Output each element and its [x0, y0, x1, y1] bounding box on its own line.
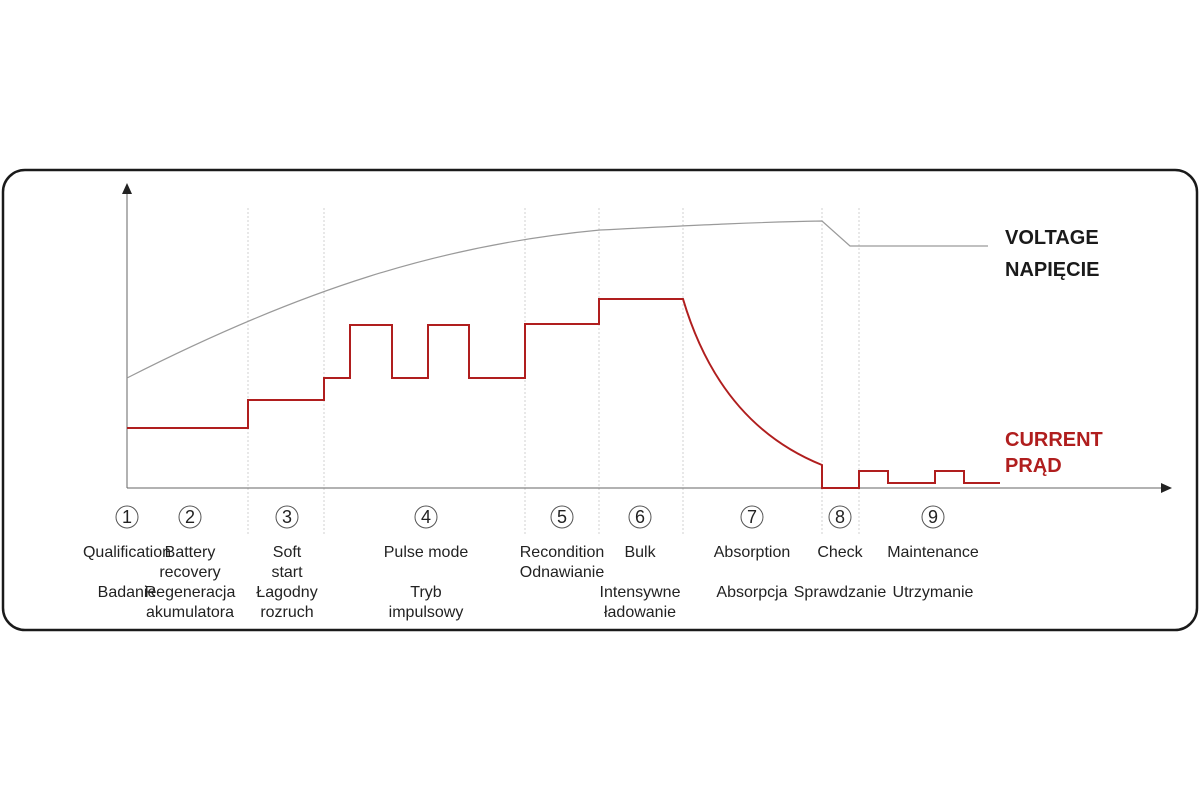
stage-number-circle: [115, 505, 139, 529]
stage-number-circle: [921, 505, 945, 529]
voltage-line: [126, 220, 988, 379]
diagram-frame: [1, 168, 1199, 632]
stage-label-en: Check: [817, 544, 863, 561]
x-axis-arrow: [1161, 483, 1172, 493]
stage-5: 5 Recondition Odnawianie: [520, 505, 605, 581]
stage-number-circle: [414, 505, 438, 529]
stage-number-circle: [740, 505, 764, 529]
stage-labels: 1 Qualification Badanie 2 Battery recovery Reg…: [83, 505, 979, 621]
stage-number-circle: [275, 505, 299, 529]
stage-label-pl: rozruch: [260, 604, 313, 621]
stage-number: 5: [557, 507, 567, 527]
stage-label-en: Bulk: [624, 544, 656, 561]
legend-voltage: VOLTAGE NAPIĘCIE: [1005, 227, 1099, 281]
stage-6: 6 Bulk Intensywne ładowanie: [600, 505, 681, 621]
stage-label-en: Recondition: [520, 544, 605, 561]
stage-label-en: start: [271, 564, 303, 581]
stage-number: 7: [747, 507, 757, 527]
stage-label-pl: Absorpcja: [716, 584, 787, 601]
stage-1: 1 Qualification Badanie: [83, 505, 171, 601]
stage-number: 3: [282, 507, 292, 527]
stage-label-en: Maintenance: [887, 544, 979, 561]
legend-voltage-en: VOLTAGE: [1005, 227, 1099, 249]
stage-label-pl: Utrzymanie: [893, 584, 974, 601]
stage-2: 2 Battery recovery Regeneracja akumulatora: [145, 505, 236, 621]
stage-number: 6: [635, 507, 645, 527]
stage-label-pl: Odnawianie: [520, 564, 605, 581]
stage-label-en: Qualification: [83, 544, 171, 561]
stage-label-en: Pulse mode: [384, 544, 469, 561]
legend-voltage-pl: NAPIĘCIE: [1005, 259, 1099, 281]
stage-number-circle: [550, 505, 574, 529]
stage-4: 4 Pulse mode Tryb impulsowy: [384, 505, 469, 621]
legend-current-en: CURRENT: [1005, 429, 1103, 451]
stage-number-circle: [828, 505, 852, 529]
stage-number-circle: [628, 505, 652, 529]
legend-current-pl: PRĄD: [1005, 455, 1062, 477]
stage-number-circle: [178, 505, 202, 529]
stage-label-en: recovery: [159, 564, 220, 581]
stage-number: 8: [835, 507, 845, 527]
stage-label-pl: Regeneracja: [145, 584, 236, 601]
stage-number: 1: [122, 507, 132, 527]
stage-label-pl: impulsowy: [389, 604, 464, 621]
stage-label-en: Soft: [273, 544, 302, 561]
stage-label-pl: Intensywne: [600, 584, 681, 601]
stage-3: 3 Soft start Łagodny rozruch: [256, 505, 318, 621]
stage-number: 9: [928, 507, 938, 527]
stage-label-pl: Sprawdzanie: [794, 584, 887, 601]
stage-label-pl: Tryb: [410, 584, 442, 601]
stage-number: 2: [185, 507, 195, 527]
stage-label-pl: Badanie: [98, 584, 157, 601]
stage-label-pl: akumulatora: [146, 604, 234, 621]
stage-8: 8 Check Sprawdzanie: [794, 505, 887, 601]
stage-number: 4: [421, 507, 431, 527]
stage-label-en: Absorption: [714, 544, 791, 561]
stage-label-pl: Łagodny: [256, 584, 317, 601]
stage-9: 9 Maintenance Utrzymanie: [887, 505, 979, 601]
current-line: [127, 298, 1000, 489]
legend-current: CURRENT PRĄD: [1005, 429, 1103, 477]
stage-7: 7 Absorption Absorpcja: [714, 505, 791, 601]
stage-label-en: Battery: [165, 544, 216, 561]
y-axis-arrow: [122, 183, 132, 194]
axes: [122, 183, 1172, 493]
stage-label-pl: ładowanie: [604, 604, 676, 621]
